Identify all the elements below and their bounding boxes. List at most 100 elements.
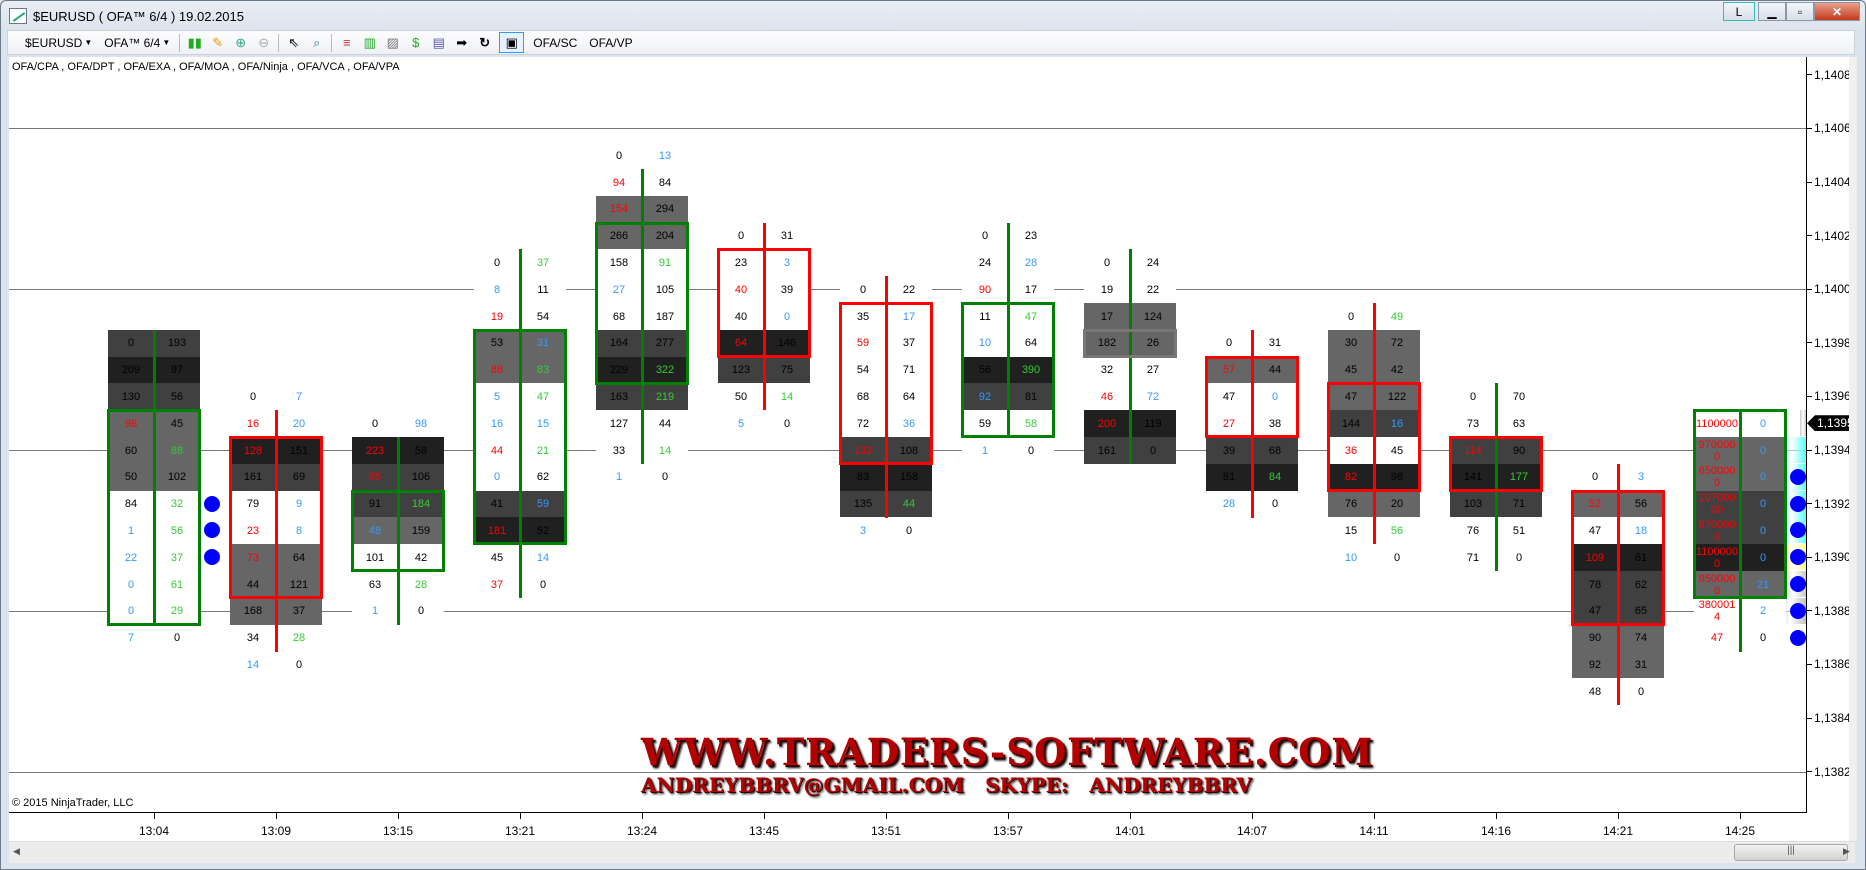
scroll-right-arrow-icon[interactable]: ▶ bbox=[1843, 846, 1850, 856]
bid-volume-cell: 229 bbox=[596, 356, 642, 384]
dollar-icon[interactable]: $ bbox=[412, 35, 420, 50]
time-tick bbox=[1496, 812, 1497, 819]
bid-volume-cell: 0 bbox=[840, 276, 886, 304]
refresh-icon[interactable]: ↻ bbox=[479, 35, 491, 50]
ask-volume-cell: 71 bbox=[886, 356, 932, 384]
ask-volume-cell: 65 bbox=[1618, 597, 1664, 625]
price-label: 1,1398 bbox=[1806, 336, 1851, 350]
bid-volume-cell: 0 bbox=[230, 383, 276, 411]
bid-volume-cell: 182 bbox=[1084, 329, 1130, 357]
ask-volume-cell: 38 bbox=[1252, 410, 1298, 438]
search-icon[interactable]: ⌕ bbox=[313, 35, 321, 50]
close-button[interactable]: ✕ bbox=[1814, 2, 1860, 21]
ask-volume-cell: 98 bbox=[398, 410, 444, 438]
ask-volume-cell: 24 bbox=[1130, 249, 1176, 277]
zoom-out-icon[interactable]: ⊖ bbox=[258, 35, 270, 50]
scrollbar-thumb[interactable]: ||| bbox=[1734, 844, 1848, 861]
ask-volume-cell: 119 bbox=[1130, 410, 1176, 438]
ask-volume-cell: 3 bbox=[764, 249, 810, 277]
pencil-icon[interactable]: ✎ bbox=[212, 35, 224, 50]
display-icon[interactable]: ▣ bbox=[499, 32, 525, 53]
ask-volume-cell: 88 bbox=[154, 437, 200, 464]
bars-icon[interactable]: ≡ bbox=[342, 35, 351, 50]
ask-volume-cell: 31 bbox=[764, 222, 810, 250]
bid-volume-cell: 16 bbox=[474, 410, 520, 438]
maximize-button[interactable]: ▫ bbox=[1786, 2, 1814, 21]
ask-volume-cell: 390 bbox=[1008, 356, 1054, 384]
bid-volume-cell: 47 bbox=[1572, 517, 1618, 545]
bid-volume-cell: 47 bbox=[1206, 383, 1252, 411]
ask-volume-cell: 28 bbox=[1008, 249, 1054, 277]
scroll-left-arrow-icon[interactable]: ◀ bbox=[13, 846, 20, 856]
volume-profile-bar bbox=[1800, 410, 1806, 437]
forward-icon[interactable]: ➡ bbox=[456, 35, 468, 50]
bid-volume-cell: 36 bbox=[1328, 437, 1374, 464]
time-tick bbox=[520, 812, 521, 819]
chart-data-icon[interactable]: ▨ bbox=[386, 35, 399, 50]
candles-icon[interactable]: ▮▮ bbox=[187, 35, 202, 50]
bid-volume-cell: 76 bbox=[1450, 517, 1496, 545]
bid-volume-cell: 154 bbox=[596, 195, 642, 223]
bid-volume-cell: 0 bbox=[108, 571, 154, 598]
time-label: 13:21 bbox=[504, 824, 536, 838]
bid-volume-cell: 63 bbox=[352, 571, 398, 598]
ask-volume-cell: 204 bbox=[642, 222, 688, 250]
bid-volume-cell: 135 bbox=[840, 490, 886, 518]
watermark-website: WWW.TRADERS-SOFTWARE.COM bbox=[641, 730, 1374, 774]
bid-volume-cell: 0 bbox=[352, 410, 398, 438]
ask-volume-cell: 187 bbox=[642, 303, 688, 330]
imbalance-dot-icon bbox=[1790, 495, 1806, 512]
candle-wick bbox=[275, 410, 278, 652]
ask-volume-cell: 42 bbox=[1374, 356, 1420, 384]
link-button[interactable]: L bbox=[1723, 2, 1755, 21]
ask-volume-cell: 69 bbox=[276, 463, 322, 491]
price-label: 1,1406 bbox=[1806, 121, 1851, 135]
bid-volume-cell: 9700000 bbox=[1694, 437, 1740, 464]
horizontal-scrollbar[interactable]: ◀ ||| ▶ bbox=[9, 841, 1855, 863]
ask-volume-cell: 36 bbox=[886, 410, 932, 438]
ask-volume-cell: 177 bbox=[1496, 463, 1542, 491]
ask-volume-cell: 45 bbox=[154, 410, 200, 438]
bid-volume-cell: 11 bbox=[962, 303, 1008, 330]
properties-icon[interactable]: ▤ bbox=[432, 35, 445, 50]
bid-volume-cell: 114 bbox=[1450, 437, 1496, 464]
instrument-dropdown[interactable]: $EURUSD ▼ bbox=[22, 32, 95, 53]
ofa-vp-button[interactable]: OFA/VP bbox=[589, 35, 633, 50]
bid-volume-cell: 161 bbox=[230, 463, 276, 491]
minimize-button[interactable]: ▁ bbox=[1758, 2, 1786, 21]
bid-volume-cell: 84 bbox=[108, 490, 154, 518]
candle-wick bbox=[397, 437, 400, 625]
chart-style-icon[interactable]: ▥ bbox=[363, 35, 376, 50]
bid-volume-cell: 10 bbox=[962, 329, 1008, 357]
bid-volume-cell: 50 bbox=[108, 463, 154, 491]
bid-volume-cell: 209 bbox=[108, 356, 154, 384]
bid-volume-cell: 19 bbox=[474, 303, 520, 330]
ofa-sc-button[interactable]: OFA/SC bbox=[533, 35, 578, 50]
bid-volume-cell: 123 bbox=[718, 356, 764, 384]
ask-volume-cell: 83 bbox=[520, 356, 566, 384]
ask-volume-cell: 0 bbox=[1740, 410, 1786, 438]
period-dropdown[interactable]: OFA™ 6/4 ▼ bbox=[101, 32, 173, 53]
vertical-scrollbar[interactable] bbox=[1849, 57, 1857, 841]
time-tick bbox=[1252, 812, 1253, 819]
bid-volume-cell: 0 bbox=[1206, 329, 1252, 357]
bid-volume-cell: 90 bbox=[1572, 624, 1618, 652]
current-price-tag: 1,1395 bbox=[1807, 415, 1855, 432]
time-tick bbox=[642, 812, 643, 819]
toolbar-separator bbox=[331, 33, 333, 52]
candle-body bbox=[1571, 489, 1665, 626]
ask-volume-cell: 0 bbox=[520, 571, 566, 598]
bid-volume-cell: 103 bbox=[1450, 490, 1496, 518]
bid-volume-cell: 1 bbox=[108, 517, 154, 545]
footprint-chart[interactable]: OFA/CPA , OFA/DPT , OFA/EXA , OFA/MOA , … bbox=[9, 57, 1855, 841]
bid-volume-cell: 141 bbox=[1450, 463, 1496, 491]
ask-volume-cell: 68 bbox=[1252, 437, 1298, 464]
bid-volume-cell: 1 bbox=[962, 437, 1008, 464]
zoom-in-icon[interactable]: ⊕ bbox=[235, 35, 247, 50]
bid-volume-cell: 41 bbox=[474, 490, 520, 518]
ask-volume-cell: 193 bbox=[154, 329, 200, 357]
ask-volume-cell: 47 bbox=[1008, 303, 1054, 330]
ask-volume-cell: 71 bbox=[1496, 490, 1542, 518]
cursor-icon[interactable]: ⇖ bbox=[288, 35, 300, 50]
bid-volume-cell: 34 bbox=[230, 624, 276, 652]
